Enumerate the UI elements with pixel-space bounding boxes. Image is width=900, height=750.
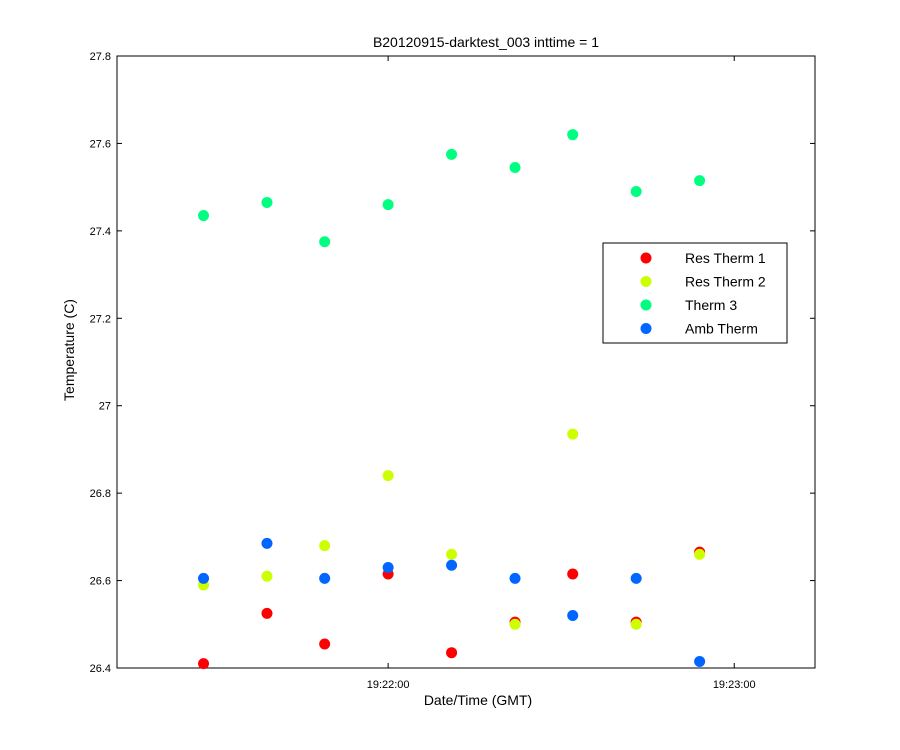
x-axis: 19:22:00 19:23:00 [367,56,756,691]
point-res-therm-2 [567,428,579,440]
point-res-therm-2 [319,540,331,552]
legend-box [602,242,788,344]
point-res-therm-1 [319,638,331,650]
y-tick-label: 26.8 [90,488,111,500]
legend-label-therm-3: Therm 3 [685,297,737,313]
data-points [198,129,706,670]
point-res-therm-2 [261,570,273,582]
point-therm-3 [446,148,458,160]
point-amb-therm [567,610,579,622]
legend-label-amb-therm: Amb Therm [685,321,758,337]
point-therm-3 [261,196,273,208]
point-amb-therm [509,572,521,584]
point-res-therm-2 [694,548,706,560]
y-tick-label: 27.6 [90,138,111,150]
point-res-therm-2 [630,618,642,630]
point-res-therm-1 [567,568,579,580]
point-res-therm-2 [382,470,394,482]
point-therm-3 [509,161,521,173]
point-amb-therm [261,537,273,549]
y-axis-title: Temperature (C) [61,299,77,401]
point-res-therm-1 [198,658,210,670]
x-tick-label: 19:22:00 [367,679,410,691]
legend-marker-res-therm-2 [640,276,652,287]
point-amb-therm [382,561,394,573]
chart-title: B20120915-darktest_003 inttime = 1 [373,34,599,50]
legend-marker-res-therm-1 [640,252,652,264]
point-therm-3 [198,210,210,222]
y-tick-label: 27.8 [90,51,111,63]
point-res-therm-2 [509,618,521,630]
point-amb-therm [694,655,706,667]
y-tick-label: 26.6 [90,576,111,588]
point-res-therm-1 [261,607,273,619]
point-therm-3 [382,199,394,211]
y-tick-label: 27.4 [90,226,111,238]
point-therm-3 [630,186,642,198]
point-amb-therm [630,572,642,584]
x-tick-label: 19:23:00 [713,679,756,691]
point-amb-therm [319,572,331,584]
legend-label-res-therm-1: Res Therm 1 [685,250,766,266]
legend: Res Therm 1 Res Therm 2 Therm 3 Amb Therm [602,242,788,344]
point-therm-3 [319,236,331,248]
point-amb-therm [198,572,210,584]
legend-label-res-therm-2: Res Therm 2 [685,274,766,290]
plot-area [116,55,816,669]
y-tick-label: 26.4 [90,663,111,675]
y-axis: 26.4 26.6 26.8 27 27.2 27.4 27.6 27.8 [90,51,815,675]
point-amb-therm [446,559,458,571]
legend-marker-therm-3 [640,299,652,311]
point-therm-3 [567,129,579,141]
legend-marker-amb-therm [640,323,652,334]
y-tick-label: 27.2 [90,313,111,325]
point-therm-3 [694,175,706,187]
y-tick-label: 27 [99,401,111,413]
point-res-therm-1 [446,647,458,659]
point-res-therm-2 [446,548,458,560]
x-axis-title: Date/Time (GMT) [424,692,532,708]
